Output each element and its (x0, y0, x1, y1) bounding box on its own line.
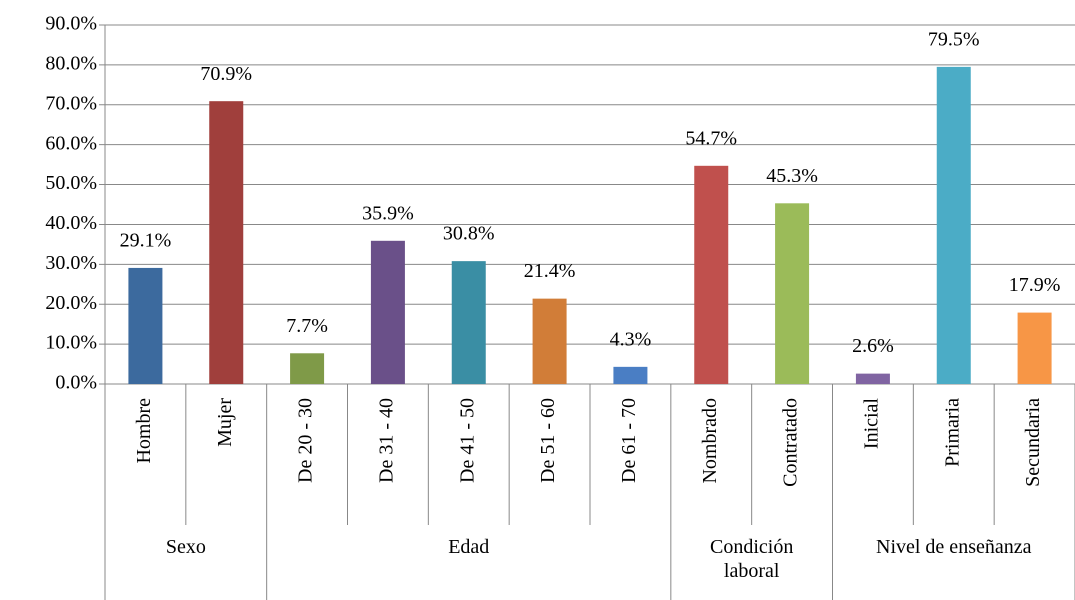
x-tick-label: Secundaria (1022, 398, 1044, 487)
bar (532, 298, 567, 384)
group-label: Edad (448, 536, 490, 558)
y-tick-label: 80.0% (45, 52, 97, 74)
bar (370, 240, 405, 384)
bar (209, 101, 244, 384)
x-tick-label: De 20 - 30 (295, 398, 317, 483)
x-tick-label: De 41 - 50 (456, 398, 478, 483)
group-label-box: Condición laboral (709, 536, 794, 582)
bar (128, 267, 163, 384)
group-label-box: Nivel de enseñanza (876, 536, 1032, 558)
y-tick-label: 30.0% (45, 252, 97, 274)
data-label: 35.9% (362, 202, 414, 224)
x-tick-label: De 61 - 70 (618, 398, 640, 483)
y-tick-label: 70.0% (45, 92, 97, 114)
data-label: 45.3% (766, 165, 818, 187)
data-label: 79.5% (928, 28, 980, 50)
bar (855, 373, 890, 384)
y-tick-label: 50.0% (45, 172, 97, 194)
x-tick-label: Nombrado (699, 398, 721, 484)
group-label: Condición laboral (709, 536, 794, 582)
y-tick-label: 60.0% (45, 132, 97, 154)
y-tick-label: 90.0% (45, 13, 97, 35)
data-label: 7.7% (286, 315, 328, 337)
data-label: 17.9% (1009, 274, 1061, 296)
y-tick-label: 20.0% (45, 292, 97, 314)
bar (613, 366, 648, 384)
data-label: 4.3% (610, 328, 652, 350)
bar (775, 203, 810, 384)
data-label: 2.6% (852, 335, 894, 357)
data-label: 30.8% (443, 223, 495, 245)
bar (694, 165, 729, 384)
x-tick-label: Contratado (780, 398, 802, 487)
group-label-box: Sexo (165, 536, 206, 558)
y-tick-label: 10.0% (45, 332, 97, 354)
y-tick-label: 0.0% (55, 372, 97, 394)
group-label-box: Edad (448, 536, 490, 558)
group-label: Sexo (165, 536, 206, 558)
data-label: 70.9% (200, 63, 252, 85)
data-label: 21.4% (524, 260, 576, 282)
x-tick-label: Mujer (214, 398, 236, 447)
x-tick-label: Inicial (861, 398, 883, 450)
x-tick-label: De 31 - 40 (376, 398, 398, 483)
y-tick-label: 40.0% (45, 212, 97, 234)
bar (451, 261, 486, 384)
x-tick-label: Primaria (941, 398, 963, 467)
bar (936, 66, 971, 384)
bar (1017, 312, 1052, 384)
bar (290, 353, 325, 384)
data-label: 54.7% (685, 127, 737, 149)
data-label: 29.1% (120, 230, 172, 252)
x-tick-label: De 51 - 60 (537, 398, 559, 483)
group-label: Nivel de enseñanza (876, 536, 1032, 558)
x-tick-label: Hombre (133, 398, 155, 464)
